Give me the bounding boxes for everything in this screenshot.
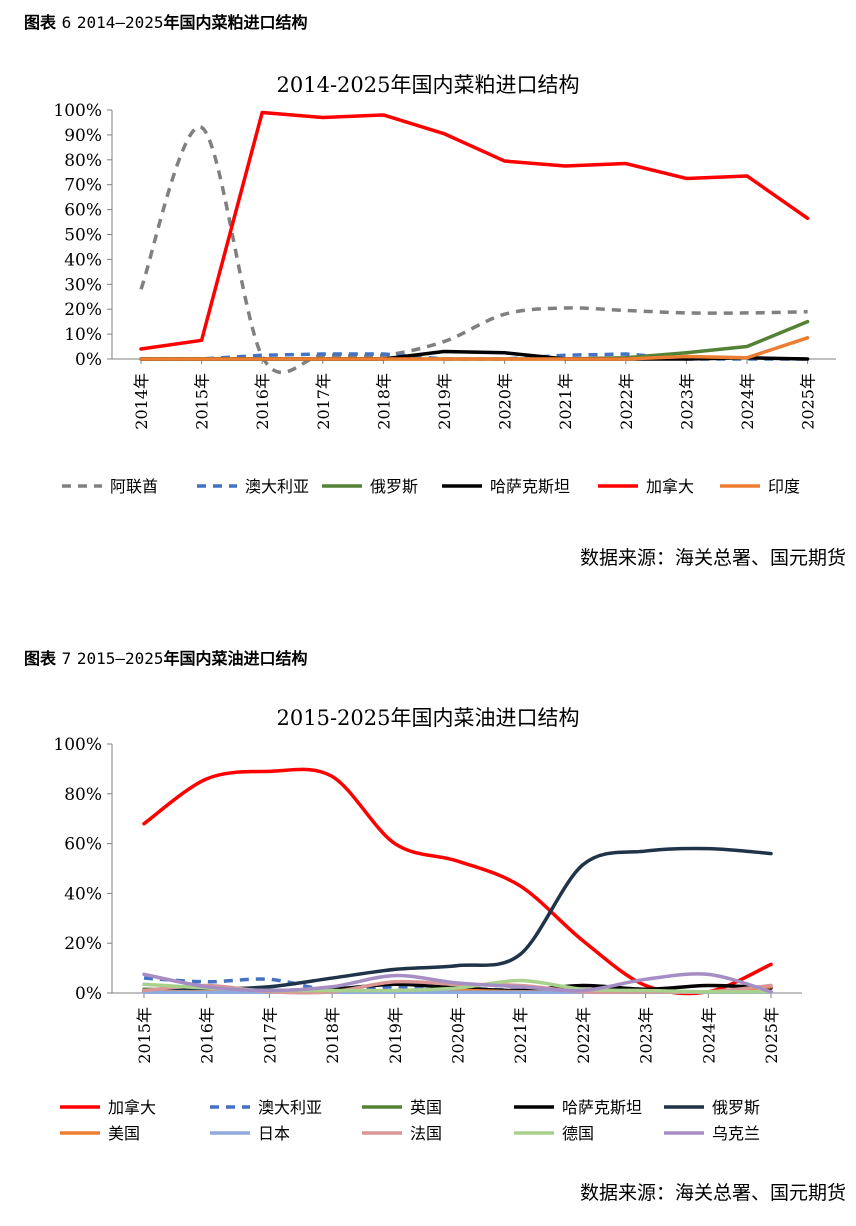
legend-label: 澳大利亚: [258, 1098, 322, 1117]
legend-label: 哈萨克斯坦: [490, 477, 570, 496]
y-tick-label: 30%: [64, 275, 102, 295]
series-line-俄罗斯: [142, 846, 773, 993]
y-tick-label: 0%: [75, 350, 102, 370]
caption-prefix: 图表: [24, 649, 57, 668]
chart-rapeseed-meal-import-structure: 2014-2025年国内菜粕进口结构 0% 10% 20% 30% 40% 50% 60% 70…: [53, 73, 836, 496]
legend-label: 乌克兰: [712, 1124, 760, 1143]
x-tick-label: 2019年: [386, 1007, 405, 1064]
x-tick-label: 2025年: [762, 1007, 781, 1064]
legend-label: 印度: [768, 477, 800, 496]
legend-label: 俄罗斯: [370, 477, 418, 496]
legend-label: 日本: [258, 1124, 290, 1143]
series-line-印度: [139, 336, 810, 361]
figure-caption-7: 图表 7 2015—2025年国内菜油进口结构: [24, 645, 308, 669]
caption-text: 年国内菜粕进口结构: [163, 13, 308, 32]
x-tick-label: 2022年: [574, 1007, 593, 1064]
y-tick-label: 50%: [64, 226, 102, 246]
caption-number: 7: [61, 649, 72, 668]
y-tick-label: 40%: [64, 250, 102, 270]
y-tick-label: 10%: [64, 325, 102, 345]
data-source-2: 数据来源：海关总署、国元期货: [579, 1182, 846, 1204]
caption-prefix: 图表: [24, 13, 57, 32]
chart-rapeseed-oil-import-structure: 2015-2025年国内菜油进口结构 0% 20% 40% 60% 80% 100% 2015…: [53, 706, 802, 1143]
legend-label: 美国: [108, 1124, 140, 1143]
x-tick-label: 2018年: [374, 373, 393, 430]
series-line-加拿大: [139, 110, 810, 351]
x-tick-label: 2024年: [699, 1007, 718, 1064]
y-tick-label: 70%: [64, 176, 102, 196]
series-line-乌克兰: [142, 972, 773, 994]
series-line-阿联酋: [139, 125, 808, 375]
legend-label: 加拿大: [108, 1098, 156, 1117]
caption-range: 2015—2025: [76, 649, 164, 668]
legend-label: 德国: [562, 1124, 594, 1143]
x-tick-label: 2021年: [511, 1007, 530, 1064]
y-tick-label: 60%: [64, 835, 102, 855]
x-tick-label: 2016年: [198, 1007, 217, 1064]
y-tick-label: 60%: [64, 201, 102, 221]
x-tick-label: 2015年: [193, 373, 212, 430]
x-tick-label: 2022年: [617, 373, 636, 430]
y-tick-label: 0%: [75, 984, 102, 1004]
legend-label: 俄罗斯: [712, 1098, 760, 1117]
x-tick-label: 2020年: [449, 1007, 468, 1064]
x-tick-label: 2019年: [435, 373, 454, 430]
legend-label: 法国: [410, 1124, 442, 1143]
legend-label: 英国: [410, 1098, 442, 1117]
caption-text: 年国内菜油进口结构: [163, 649, 308, 668]
x-tick-label: 2016年: [253, 373, 272, 430]
x-tick-label: 2023年: [637, 1007, 656, 1064]
x-tick-label: 2021年: [556, 373, 575, 430]
y-tick-label: 100%: [53, 101, 102, 121]
caption-number: 6: [61, 13, 72, 32]
y-tick-label: 40%: [64, 884, 102, 904]
y-tick-label: 90%: [64, 126, 102, 146]
y-tick-label: 20%: [64, 934, 102, 954]
x-tick-label: 2017年: [260, 1007, 279, 1064]
x-tick-label: 2015年: [135, 1007, 154, 1064]
legend-label: 哈萨克斯坦: [562, 1098, 642, 1117]
x-tick-label: 2025年: [799, 373, 818, 430]
data-source-1: 数据来源：海关总署、国元期货: [579, 547, 846, 569]
y-tick-label: 80%: [64, 151, 102, 171]
chart-title: 2015-2025年国内菜油进口结构: [277, 706, 580, 730]
x-tick-label: 2020年: [496, 373, 515, 430]
legend-label: 加拿大: [646, 477, 694, 496]
x-tick-label: 2024年: [738, 373, 757, 430]
figure-caption-6: 图表 6 2014—2025年国内菜粕进口结构: [24, 9, 308, 33]
legend-label: 澳大利亚: [245, 477, 309, 496]
legend-label: 阿联酋: [110, 477, 158, 496]
y-tick-label: 100%: [53, 735, 102, 755]
chart-title: 2014-2025年国内菜粕进口结构: [277, 73, 580, 97]
x-tick-label: 2023年: [677, 373, 696, 430]
caption-range: 2014—2025: [76, 13, 164, 32]
x-tick-label: 2018年: [323, 1007, 342, 1064]
x-tick-label: 2014年: [132, 373, 151, 430]
y-tick-label: 80%: [64, 785, 102, 805]
x-tick-label: 2017年: [314, 373, 333, 430]
y-tick-label: 20%: [64, 300, 102, 320]
series-line-加拿大: [142, 767, 773, 996]
